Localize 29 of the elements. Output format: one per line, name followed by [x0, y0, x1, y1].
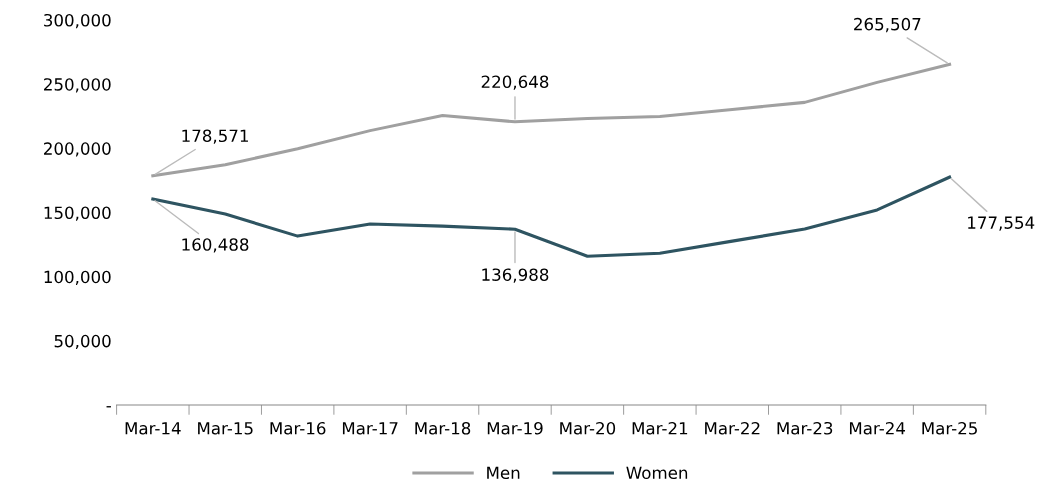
- annotation: 265,507: [854, 17, 921, 33]
- line-series: [151, 62, 952, 178]
- x-tick-label: Mar-23: [777, 421, 833, 435]
- x-tick-label: Mar-14: [125, 422, 181, 435]
- legend-label: Men: [487, 466, 520, 480]
- y-tick-label: 250,000: [44, 78, 111, 93]
- y-tick-label: 150,000: [44, 206, 111, 221]
- y-tick-label: 50,000: [54, 334, 111, 350]
- annotation: 177,554: [968, 216, 1035, 231]
- y-tick-label: 100,000: [44, 270, 111, 285]
- annotation: 178,571: [182, 129, 248, 144]
- annotation: 136,988: [482, 268, 549, 283]
- y-tick-label: -: [106, 406, 111, 408]
- x-tick-label: Mar-17: [342, 422, 398, 435]
- x-tick-label: Mar-22: [705, 421, 760, 435]
- annotation: 220,648: [481, 75, 549, 90]
- x-tick-label: Mar-21: [632, 421, 688, 435]
- annotation: 160,488: [182, 238, 249, 253]
- y-tick-label: 200,000: [44, 142, 111, 157]
- x-tick-label: Mar-24: [849, 421, 906, 435]
- line-series: [151, 175, 952, 258]
- x-tick-label: Mar-19: [487, 421, 543, 435]
- x-tick-label: Mar-16: [270, 421, 326, 435]
- y-tick-label: 300,000: [44, 13, 111, 29]
- x-tick-label: Mar-20: [560, 421, 616, 435]
- x-tick-label: Mar-18: [415, 421, 471, 435]
- legend-label: Women: [626, 466, 688, 480]
- x-tick-label: Mar-15: [198, 422, 253, 435]
- x-tick-label: Mar-25: [922, 421, 977, 435]
